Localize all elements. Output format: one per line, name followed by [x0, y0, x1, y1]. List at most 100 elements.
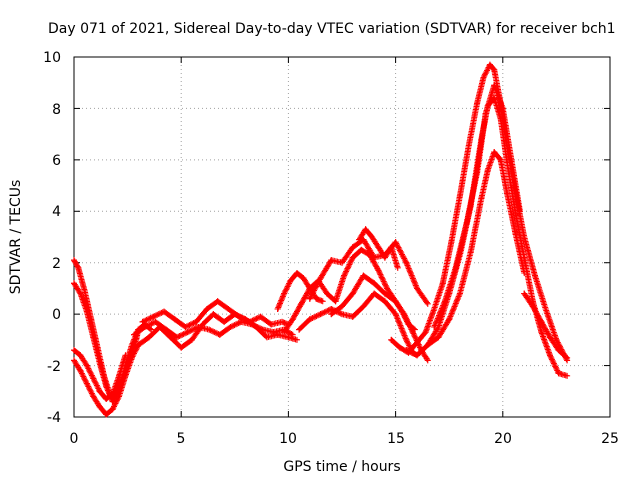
data-point — [317, 311, 324, 318]
data-point — [538, 318, 545, 325]
data-point — [152, 318, 159, 325]
data-point — [392, 311, 399, 318]
data-point — [268, 321, 275, 328]
data-point — [375, 244, 382, 251]
data-point — [399, 308, 406, 315]
data-point — [274, 306, 281, 312]
data-point — [263, 334, 270, 341]
data-point — [394, 264, 401, 271]
data-points — [71, 61, 571, 418]
data-point — [555, 370, 562, 377]
data-point — [504, 190, 511, 197]
data-point — [508, 156, 515, 163]
data-point — [182, 324, 189, 330]
data-point — [188, 336, 195, 343]
data-point — [362, 226, 369, 233]
y-tick-label: 6 — [52, 153, 61, 169]
data-point — [75, 264, 82, 271]
data-point — [96, 388, 103, 395]
x-tick-label: 15 — [387, 431, 405, 447]
data-point — [71, 347, 77, 354]
data-point — [456, 290, 463, 297]
series-arc-16 — [424, 149, 528, 348]
data-point — [71, 257, 77, 264]
series-arc-3 — [71, 342, 142, 418]
data-point — [482, 110, 489, 117]
data-point — [77, 290, 84, 297]
data-point — [414, 339, 421, 346]
x-tick-label: 5 — [177, 431, 186, 447]
data-point — [103, 396, 110, 402]
data-point — [135, 342, 142, 348]
series-arc-11 — [306, 236, 431, 307]
y-tick-label: -4 — [47, 410, 61, 426]
data-point — [538, 329, 545, 336]
data-point — [278, 318, 285, 325]
data-point — [90, 375, 97, 382]
data-point — [236, 313, 243, 320]
chart-title: Day 071 of 2021, Sidereal Day-to-day VTE… — [48, 21, 616, 37]
data-point — [328, 311, 335, 318]
data-point — [171, 316, 178, 323]
data-point — [184, 329, 191, 336]
data-point — [360, 272, 367, 279]
data-point — [257, 313, 264, 320]
data-point — [360, 303, 367, 310]
y-tick-label: 4 — [52, 204, 61, 220]
data-point — [465, 144, 472, 150]
data-point — [203, 306, 210, 312]
data-point — [328, 257, 335, 264]
data-point — [431, 324, 438, 330]
data-point — [546, 334, 553, 341]
data-point — [452, 264, 459, 271]
data-point — [246, 318, 253, 325]
data-point — [161, 308, 168, 315]
data-point — [77, 367, 84, 374]
data-point — [306, 285, 313, 292]
data-point — [109, 390, 116, 397]
data-point — [381, 254, 388, 261]
data-point — [499, 105, 506, 112]
plot-frame — [73, 56, 611, 418]
data-point — [298, 300, 305, 307]
data-point — [564, 354, 571, 361]
data-point — [141, 324, 148, 330]
data-point — [463, 221, 470, 228]
data-point — [146, 334, 153, 341]
data-point — [531, 272, 538, 279]
data-point — [358, 246, 365, 253]
data-point — [313, 295, 320, 302]
data-point — [317, 275, 324, 282]
data-point — [486, 61, 493, 68]
data-point — [371, 280, 378, 287]
data-point — [422, 329, 429, 336]
data-point — [227, 324, 234, 330]
data-point — [542, 306, 549, 312]
data-point — [83, 362, 90, 369]
data-point — [71, 280, 77, 287]
x-tick-label: 20 — [494, 431, 512, 447]
data-point — [392, 298, 399, 305]
data-point — [83, 308, 90, 315]
data-point — [480, 74, 487, 81]
data-markers — [403, 95, 569, 379]
data-point — [328, 306, 335, 312]
data-point — [109, 406, 116, 413]
y-axis-label: SDTVAR / TECUs — [8, 180, 24, 295]
data-point — [285, 334, 292, 341]
data-point — [128, 342, 135, 348]
data-point — [349, 290, 356, 297]
data-point — [414, 285, 421, 292]
data-point — [546, 352, 553, 359]
data-point — [497, 115, 504, 122]
data-markers — [306, 236, 430, 306]
data-point — [103, 411, 110, 418]
data-point — [439, 280, 446, 287]
data-point — [456, 192, 463, 199]
x-tick-label: 0 — [70, 431, 79, 447]
data-point — [381, 298, 388, 305]
data-point — [349, 254, 356, 261]
data-point — [474, 100, 481, 107]
data-point — [214, 298, 221, 305]
